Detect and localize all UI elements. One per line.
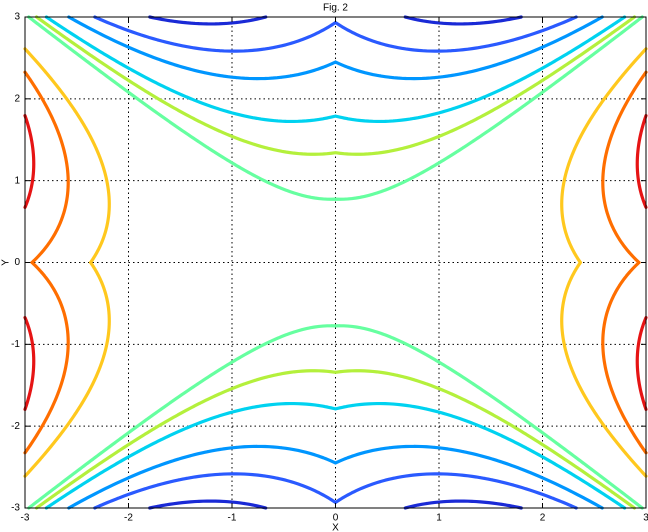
chart-title: Fig. 2 bbox=[323, 3, 348, 14]
y-tick-label: -2 bbox=[11, 421, 20, 432]
y-tick-label: 2 bbox=[14, 93, 20, 104]
x-tick-label: 0 bbox=[333, 513, 339, 524]
grid-lines bbox=[25, 17, 646, 508]
x-axis-label: X bbox=[332, 523, 339, 532]
x-tick-label: 2 bbox=[540, 513, 546, 524]
x-tick-label: 3 bbox=[643, 513, 648, 524]
y-tick-label: -1 bbox=[11, 339, 20, 350]
x-tick-label: -3 bbox=[21, 513, 30, 524]
x-tick-label: -2 bbox=[124, 513, 133, 524]
x-tick-label: 1 bbox=[436, 513, 442, 524]
y-tick-label: -3 bbox=[11, 503, 20, 514]
x-tick-label: -1 bbox=[228, 513, 237, 524]
y-tick-label: 0 bbox=[14, 257, 20, 268]
y-axis-label: Y bbox=[1, 259, 12, 266]
y-tick-label: 1 bbox=[14, 175, 20, 186]
y-tick-label: 3 bbox=[14, 12, 20, 23]
